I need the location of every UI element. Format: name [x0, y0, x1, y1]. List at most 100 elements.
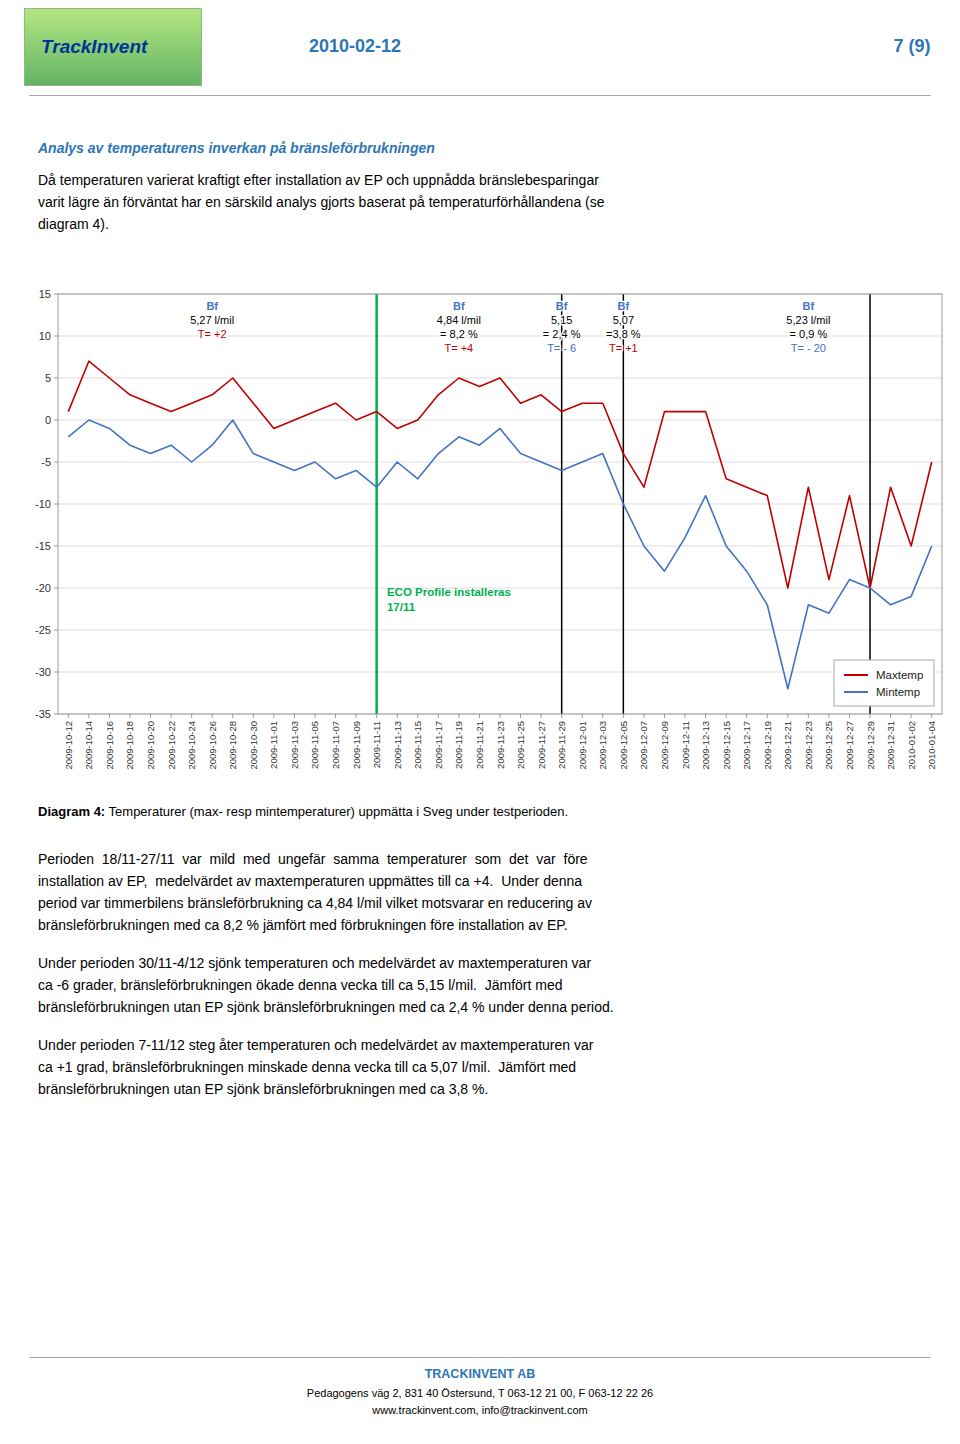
- x-tick-label: 2009-11-15: [412, 721, 423, 769]
- x-tick: [849, 714, 850, 718]
- y-tick-label: -35: [35, 708, 51, 720]
- y-tick: [54, 294, 58, 295]
- annotation: T= - 20: [791, 342, 826, 354]
- x-tick: [500, 714, 501, 718]
- x-tick-label: 2009-11-01: [268, 721, 279, 769]
- x-tick-label: 2009-11-13: [392, 721, 403, 769]
- grid-line: [58, 504, 942, 505]
- annotation: = 2,4 %: [543, 328, 581, 340]
- y-tick: [54, 504, 58, 505]
- eco-label: 17/11: [387, 601, 416, 613]
- logo: TrackInvent: [24, 8, 202, 86]
- x-tick-label: 2009-12-29: [865, 721, 876, 770]
- y-tick-label: 10: [39, 330, 51, 342]
- x-tick: [314, 714, 315, 718]
- caption-bold: Diagram 4:: [38, 804, 105, 819]
- x-tick-label: 2009-11-17: [433, 721, 444, 769]
- x-tick-label: 2009-12-17: [741, 721, 752, 770]
- x-tick-label: 2009-11-21: [474, 721, 485, 769]
- x-tick: [335, 714, 336, 718]
- x-tick-label: 2009-10-20: [145, 721, 156, 770]
- x-tick-label: 2009-12-09: [659, 721, 670, 770]
- x-tick-label: 2009-10-14: [83, 721, 94, 770]
- x-axis: 2009-10-122009-10-142009-10-162009-10-18…: [63, 714, 937, 770]
- period-line: [561, 294, 563, 714]
- legend-swatch: [844, 674, 868, 676]
- y-tick-label: -15: [35, 540, 51, 552]
- y-tick-label: -25: [35, 624, 51, 636]
- paragraph: Perioden 18/11-27/11 var mild med ungefä…: [38, 848, 922, 936]
- x-tick: [561, 714, 562, 718]
- footer-address: Pedagogens väg 2, 831 40 Östersund, T 06…: [0, 1387, 960, 1399]
- y-tick-label: -30: [35, 666, 51, 678]
- grid-line: [58, 672, 942, 673]
- x-tick: [88, 714, 89, 718]
- body-text: Perioden 18/11-27/11 var mild med ungefä…: [38, 848, 922, 1116]
- x-tick: [417, 714, 418, 718]
- y-axis: -35-30-25-20-15-10-5051015: [35, 288, 942, 720]
- x-tick: [253, 714, 254, 718]
- x-tick: [623, 714, 624, 718]
- footer-rule: [29, 1357, 931, 1358]
- x-tick-label: 2009-11-23: [495, 721, 506, 769]
- annotation: =3,8 %: [606, 328, 641, 340]
- x-tick-label: 2009-11-07: [330, 721, 341, 769]
- x-tick-label: 2009-11-11: [371, 721, 382, 768]
- y-tick: [54, 546, 58, 547]
- x-tick-label: 2009-12-13: [700, 721, 711, 770]
- intro-line: Då temperaturen varierat kraftigt efter …: [38, 172, 599, 188]
- annotation: T= - 6: [547, 342, 576, 354]
- x-tick: [191, 714, 192, 718]
- paragraph: Under perioden 7-11/12 steg åter tempera…: [38, 1034, 922, 1100]
- x-tick: [171, 714, 172, 718]
- x-tick-label: 2009-10-26: [207, 721, 218, 770]
- y-tick-label: 0: [45, 414, 51, 426]
- y-tick-label: -20: [35, 582, 51, 594]
- x-tick-label: 2009-10-24: [186, 721, 197, 770]
- y-tick: [54, 336, 58, 337]
- intro-line: diagram 4).: [38, 216, 109, 232]
- legend-swatch: [844, 691, 868, 693]
- eco-labels: ECO Profile installeras17/11: [387, 586, 511, 613]
- y-tick-label: 5: [45, 372, 51, 384]
- x-tick: [746, 714, 747, 718]
- x-tick: [397, 714, 398, 718]
- x-tick-label: 2009-12-27: [844, 721, 855, 770]
- annotation: Bf: [803, 300, 815, 312]
- x-tick-label: 2009-12-03: [597, 721, 608, 770]
- chart: -35-30-25-20-15-10-50510152009-10-122009…: [0, 282, 960, 792]
- x-tick-label: 2009-11-19: [453, 721, 464, 769]
- plot-background: [58, 294, 942, 714]
- x-tick-label: 2009-11-03: [289, 721, 300, 769]
- annotation: T= +1: [609, 342, 638, 354]
- x-tick-label: 2009-10-22: [166, 721, 177, 770]
- legend-label: Mintemp: [876, 686, 920, 698]
- x-tick-label: 2009-11-27: [536, 721, 547, 769]
- x-tick: [890, 714, 891, 718]
- x-tick: [150, 714, 151, 718]
- x-tick: [643, 714, 644, 718]
- series-line: [68, 420, 931, 689]
- x-tick: [438, 714, 439, 718]
- x-tick-label: 2009-11-25: [515, 721, 526, 769]
- x-tick: [664, 714, 665, 718]
- x-tick: [273, 714, 274, 718]
- x-tick: [294, 714, 295, 718]
- x-tick: [582, 714, 583, 718]
- annotation: Bf: [556, 300, 568, 312]
- annotation: 5,23 l/mil: [786, 314, 830, 326]
- period-line: [869, 294, 871, 714]
- x-tick-label: 2009-12-11: [680, 721, 691, 769]
- y-tick: [54, 588, 58, 589]
- x-tick-label: 2009-12-31: [885, 721, 896, 770]
- x-tick-label: 2009-10-30: [248, 721, 259, 770]
- caption-text: Temperaturer (max- resp mintemperaturer)…: [105, 804, 568, 819]
- page-date: 2010-02-12: [255, 36, 455, 57]
- x-tick-label: 2009-10-12: [63, 721, 74, 770]
- grid-line: [58, 546, 942, 547]
- grid-line: [58, 630, 942, 631]
- x-tick: [479, 714, 480, 718]
- annotation: T= +2: [198, 328, 227, 340]
- x-tick-label: 2009-12-25: [823, 721, 834, 770]
- x-tick: [808, 714, 809, 718]
